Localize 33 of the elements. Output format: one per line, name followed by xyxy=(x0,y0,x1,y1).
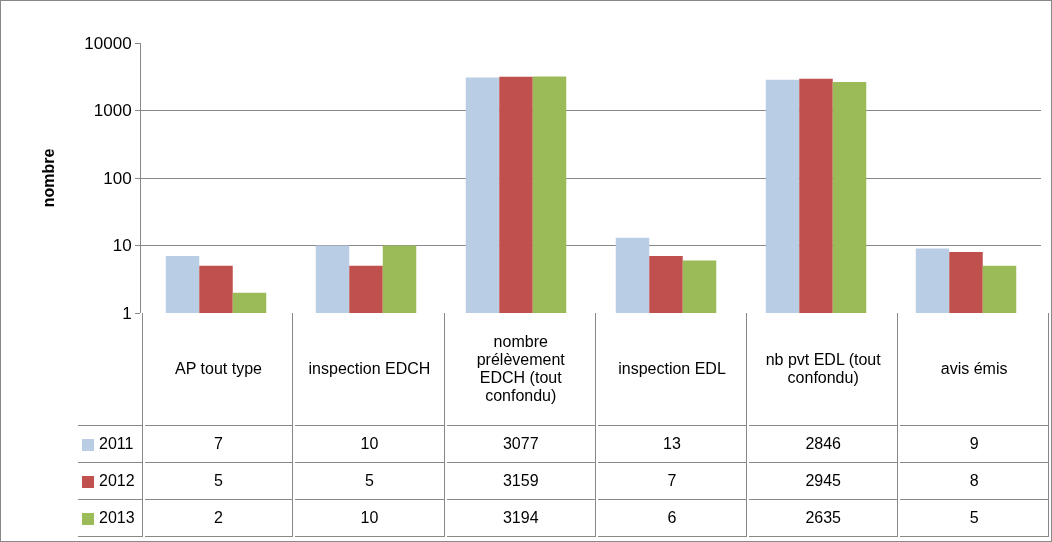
data-label: 10 xyxy=(295,500,445,537)
y-axis-title: nombre xyxy=(40,148,58,208)
data-label: 8 xyxy=(900,463,1049,500)
data-label: 2635 xyxy=(749,500,899,537)
x-tick-label: AP tout type xyxy=(144,313,294,426)
y-tick-label: 10000 xyxy=(84,33,132,53)
data-label: 5 xyxy=(144,463,294,500)
x-tick-label: inspection EDL xyxy=(597,313,748,426)
x-tick-label: avis émis xyxy=(900,313,1049,426)
data-label: 9 xyxy=(900,426,1049,463)
data-label: 5 xyxy=(295,463,445,500)
y-tick-label: 1000 xyxy=(93,101,132,121)
data-label: 10 xyxy=(295,426,445,463)
x-tick-label: nombre prélèvement EDCH (tout confondu) xyxy=(446,313,596,426)
y-tick-label: 10 xyxy=(112,236,132,256)
data-label: 2 xyxy=(144,500,294,537)
data-label: 5 xyxy=(900,500,1049,537)
legend-label: 2013 xyxy=(78,500,143,537)
data-label: 13 xyxy=(597,426,748,463)
data-label: 6 xyxy=(597,500,748,537)
legend-label: 2011 xyxy=(78,426,143,463)
data-label: 2945 xyxy=(749,463,899,500)
data-label: 3077 xyxy=(446,426,596,463)
data-label: 7 xyxy=(144,426,294,463)
data-label: 7 xyxy=(597,463,748,500)
x-tick-label: nb pvt EDL (tout confondu) xyxy=(749,313,899,426)
y-tick-label: 1 xyxy=(122,303,132,323)
data-label: 3159 xyxy=(446,463,596,500)
data-label: 3194 xyxy=(446,500,596,537)
legend-label: 2012 xyxy=(78,463,143,500)
y-tick-label: 100 xyxy=(103,168,132,188)
x-tick-label: inspection EDCH xyxy=(295,313,445,426)
data-label: 2846 xyxy=(749,426,899,463)
